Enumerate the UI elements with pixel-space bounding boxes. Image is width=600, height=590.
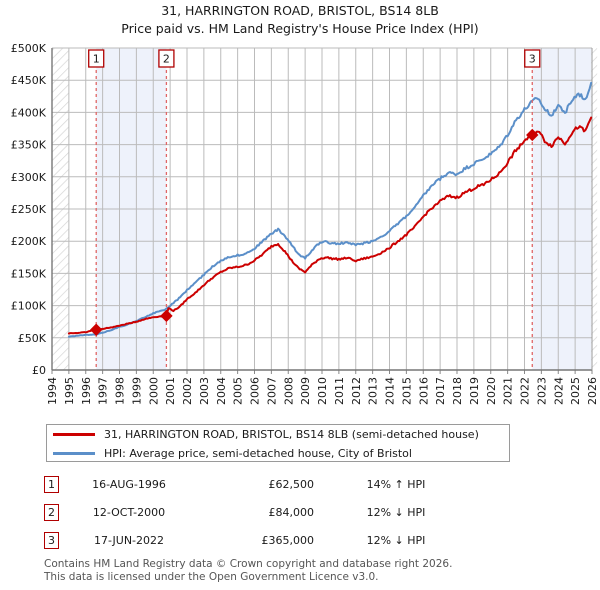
svg-text:2015: 2015 <box>400 377 413 405</box>
svg-text:2020: 2020 <box>485 377 498 405</box>
transaction-marker <box>90 323 103 336</box>
svg-text:2013: 2013 <box>367 377 380 405</box>
transaction-hpi-delta: 14% ↑ HPI <box>366 477 426 491</box>
svg-text:2016: 2016 <box>417 377 430 405</box>
svg-text:2006: 2006 <box>249 377 262 405</box>
svg-text:£350K: £350K <box>11 139 47 152</box>
svg-text:2008: 2008 <box>282 377 295 405</box>
footer-attribution: Contains HM Land Registry data © Crown c… <box>44 558 584 584</box>
svg-text:£300K: £300K <box>11 171 47 184</box>
svg-text:£400K: £400K <box>11 106 47 119</box>
svg-text:2014: 2014 <box>384 377 397 405</box>
svg-text:2004: 2004 <box>215 377 228 405</box>
series-line <box>67 116 593 335</box>
transaction-price: £84,000 <box>268 505 315 519</box>
annotation-badge <box>524 49 541 68</box>
svg-text:£450K: £450K <box>11 74 47 87</box>
legend-swatch-property <box>53 433 95 436</box>
chart-legend: 31, HARRINGTON ROAD, BRISTOL, BS14 8LB (… <box>46 424 510 462</box>
svg-text:2021: 2021 <box>502 377 515 405</box>
svg-text:2018: 2018 <box>451 377 464 405</box>
svg-text:1996: 1996 <box>80 377 93 405</box>
transaction-date: 17-JUN-2022 <box>93 533 165 547</box>
svg-text:1997: 1997 <box>97 377 110 405</box>
footer-line-2: This data is licensed under the Open Gov… <box>44 571 379 583</box>
footer-line-1: Contains HM Land Registry data © Crown c… <box>44 558 453 570</box>
marker-badge-3: 3 <box>44 531 59 549</box>
transaction-marker <box>526 128 539 142</box>
svg-text:2002: 2002 <box>181 377 194 405</box>
svg-text:£100K: £100K <box>11 300 47 313</box>
legend-label-property: 31, HARRINGTON ROAD, BRISTOL, BS14 8LB (… <box>104 428 479 441</box>
svg-text:2025: 2025 <box>569 377 582 405</box>
svg-text:£50K: £50K <box>18 332 47 345</box>
svg-text:£0: £0 <box>32 364 46 377</box>
legend-item-hpi: HPI: Average price, semi-detached house,… <box>47 444 509 463</box>
svg-text:£150K: £150K <box>11 267 47 280</box>
svg-text:2007: 2007 <box>265 377 278 405</box>
legend-swatch-hpi <box>53 452 95 455</box>
svg-text:2001: 2001 <box>164 377 177 405</box>
svg-text:2: 2 <box>163 53 170 66</box>
table-row: 3 17-JUN-2022 £365,000 12% ↓ HPI <box>44 526 514 554</box>
svg-text:2017: 2017 <box>434 377 447 405</box>
svg-text:2005: 2005 <box>232 377 245 405</box>
svg-text:1: 1 <box>93 53 100 66</box>
svg-text:£250K: £250K <box>11 203 47 216</box>
svg-text:2000: 2000 <box>147 377 160 405</box>
svg-text:2003: 2003 <box>198 377 211 405</box>
table-row: 1 16-AUG-1996 £62,500 14% ↑ HPI <box>44 470 514 498</box>
svg-text:1994: 1994 <box>46 377 59 405</box>
svg-text:2009: 2009 <box>299 377 312 405</box>
transaction-date: 16-AUG-1996 <box>92 477 166 491</box>
svg-text:2022: 2022 <box>519 377 532 405</box>
transaction-price: £62,500 <box>268 477 315 491</box>
transaction-hpi-delta: 12% ↓ HPI <box>366 505 426 519</box>
svg-text:1998: 1998 <box>114 377 127 405</box>
svg-text:2010: 2010 <box>316 377 329 405</box>
svg-text:1999: 1999 <box>130 377 143 405</box>
svg-text:2012: 2012 <box>350 377 363 405</box>
transactions-table: 1 16-AUG-1996 £62,500 14% ↑ HPI 2 12-OCT… <box>44 470 514 554</box>
marker-badge-2: 2 <box>44 503 59 521</box>
transaction-marker <box>160 309 173 323</box>
annotation-badge <box>158 49 175 68</box>
page-title: 31, HARRINGTON ROAD, BRISTOL, BS14 8LB P… <box>0 2 600 38</box>
svg-text:2026: 2026 <box>586 377 599 405</box>
svg-text:3: 3 <box>529 53 536 66</box>
annotation-badge <box>88 49 105 68</box>
svg-text:2024: 2024 <box>552 377 565 405</box>
svg-text:1995: 1995 <box>63 377 76 405</box>
marker-badge-1: 1 <box>44 475 59 493</box>
svg-text:2023: 2023 <box>535 377 548 405</box>
svg-text:2019: 2019 <box>468 377 481 405</box>
transaction-price: £365,000 <box>261 533 315 547</box>
transaction-hpi-delta: 12% ↓ HPI <box>366 533 426 547</box>
svg-text:£200K: £200K <box>11 235 47 248</box>
series-line <box>67 81 593 338</box>
title-line-1: 31, HARRINGTON ROAD, BRISTOL, BS14 8LB <box>161 3 439 18</box>
legend-item-property: 31, HARRINGTON ROAD, BRISTOL, BS14 8LB (… <box>47 425 509 444</box>
svg-text:2011: 2011 <box>333 377 346 405</box>
transaction-date: 12-OCT-2000 <box>92 505 166 519</box>
svg-text:£500K: £500K <box>11 42 47 55</box>
legend-label-hpi: HPI: Average price, semi-detached house,… <box>104 447 412 460</box>
title-line-2: Price paid vs. HM Land Registry's House … <box>121 21 479 36</box>
hatched-band <box>591 48 598 370</box>
table-row: 2 12-OCT-2000 £84,000 12% ↓ HPI <box>44 498 514 526</box>
price-history-plot: £0 £50K £100K £150K £200K £250K £300K £350K £400… <box>11 42 599 405</box>
